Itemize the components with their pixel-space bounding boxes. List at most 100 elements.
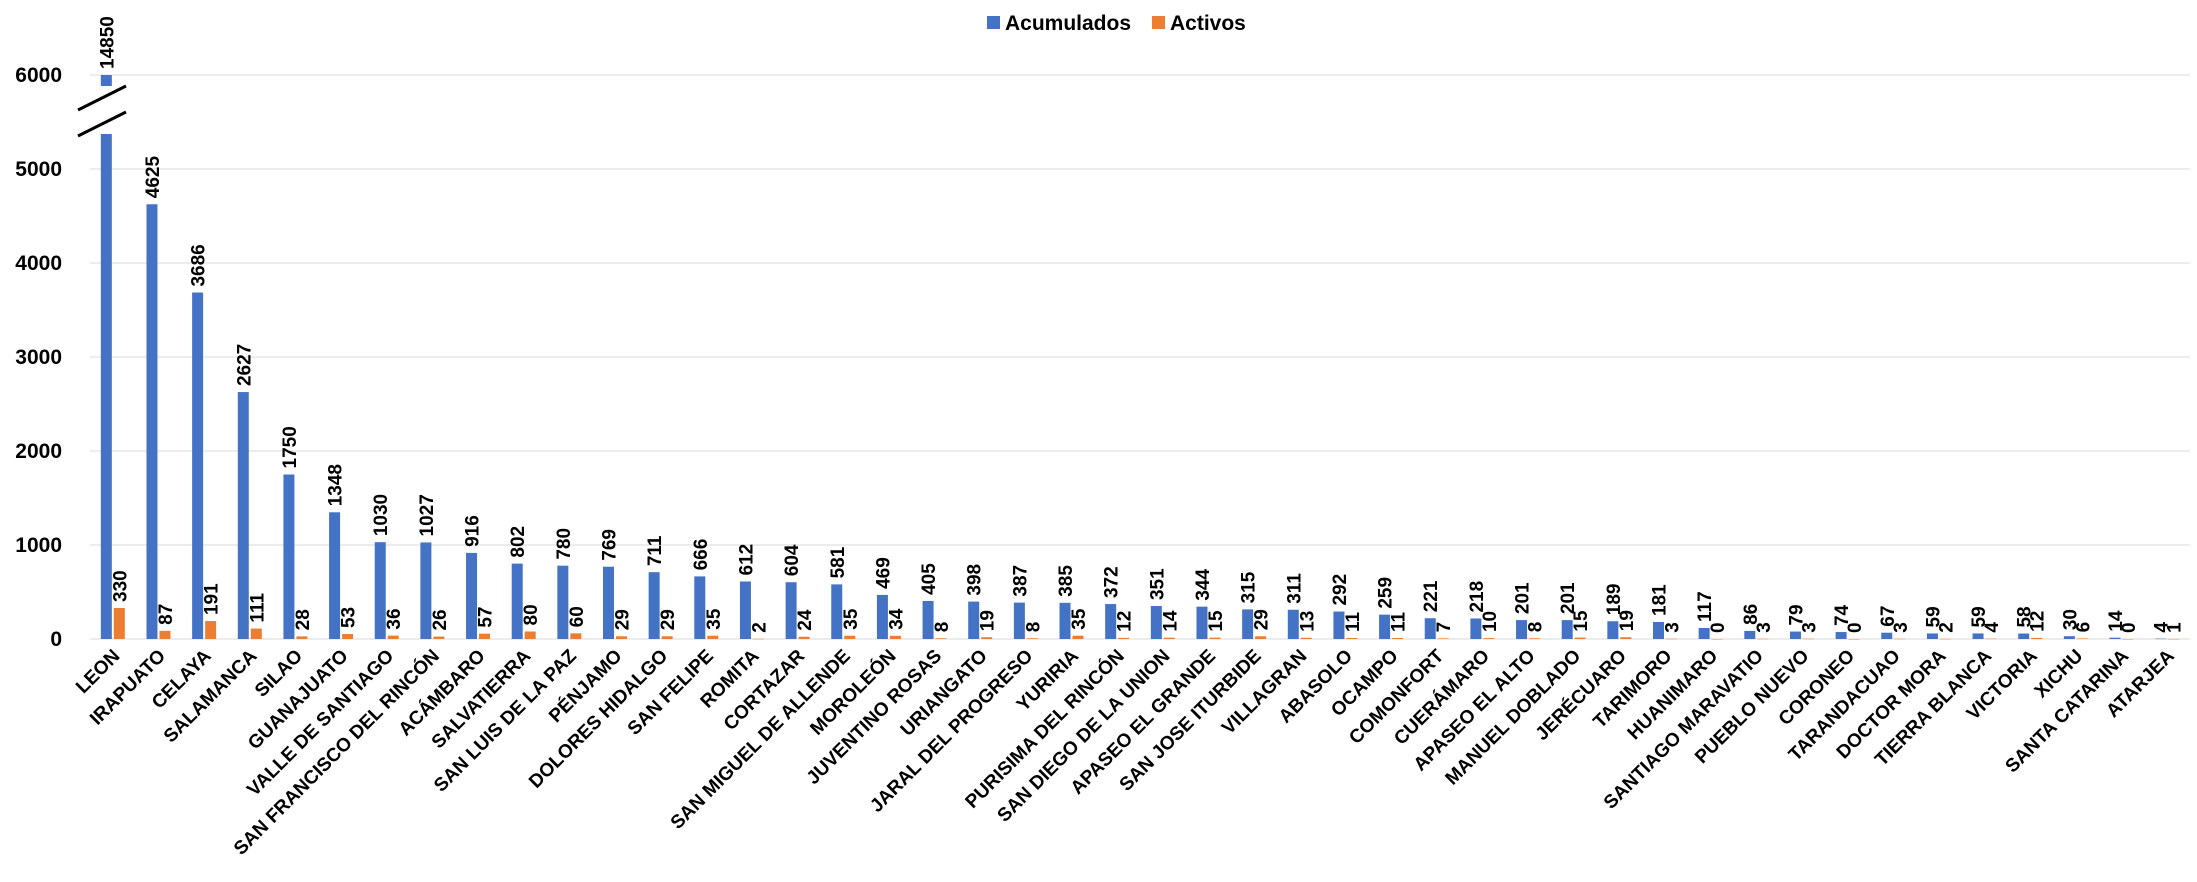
- data-label-acumulados: 604: [782, 544, 803, 576]
- bar-acumulados: [1196, 606, 1208, 639]
- bar-activos: [2031, 637, 2043, 639]
- bar-activos: [479, 633, 491, 639]
- data-label-acumulados: 311: [1284, 573, 1305, 604]
- bar-acumulados: [1150, 606, 1162, 639]
- data-label-activos: 53: [339, 607, 360, 628]
- data-label-acumulados: 259: [1376, 577, 1397, 609]
- data-label-acumulados: 201: [1513, 582, 1534, 614]
- bar-acumulados: [831, 584, 843, 639]
- y-tick-label: 3000: [15, 346, 62, 369]
- bar-activos: [1209, 637, 1221, 639]
- bar-activos: [661, 636, 673, 639]
- data-label-activos: 191: [202, 583, 223, 615]
- data-label-activos: 15: [1571, 610, 1592, 632]
- bar-acumulados: [694, 576, 706, 639]
- data-label-acumulados: 1750: [280, 426, 301, 468]
- data-label-acumulados: 79: [1786, 604, 1807, 625]
- data-label-acumulados: 405: [919, 563, 940, 595]
- data-label-activos: 0: [1845, 622, 1866, 633]
- bar-activos: [1346, 637, 1358, 639]
- data-label-activos: 35: [704, 608, 725, 630]
- data-label-activos: 12: [1115, 611, 1136, 632]
- bar-activos: [844, 635, 856, 639]
- bar-activos: [981, 637, 993, 639]
- axis-break-marker: [77, 84, 128, 138]
- data-label-acumulados: 372: [1102, 566, 1123, 598]
- data-label-activos: 34: [886, 608, 907, 630]
- bar-activos: [1300, 637, 1312, 639]
- y-tick-label: 6000: [15, 64, 62, 87]
- legend-label: Activos: [1170, 12, 1246, 35]
- bar-acumulados: [1379, 614, 1391, 639]
- data-label-acumulados: 30: [2060, 609, 2081, 630]
- data-label-activos: 6: [2073, 622, 2094, 633]
- data-label-acumulados: 4: [2152, 622, 2173, 633]
- data-label-acumulados: 59: [1923, 606, 1944, 627]
- bar-acumulados: [1333, 611, 1345, 639]
- data-label-acumulados: 3686: [189, 244, 210, 286]
- data-label-activos: 4: [1982, 622, 2003, 633]
- data-label-acumulados: 14: [2106, 610, 2127, 632]
- bar-acumulados: [1013, 602, 1025, 639]
- bar-activos: [2168, 638, 2180, 640]
- bar-acumulados: [1105, 604, 1117, 639]
- bar-acumulados: [922, 600, 934, 639]
- bar-activos: [1574, 637, 1586, 639]
- data-label-activos: 87: [156, 604, 177, 625]
- bar-acumulados: [1059, 602, 1071, 639]
- bar-acumulados: [1835, 632, 1847, 639]
- bar-acumulados: [1470, 618, 1482, 639]
- bar-activos: [2122, 639, 2134, 640]
- data-label-acumulados: 398: [965, 564, 986, 596]
- y-tick-label: 1000: [15, 534, 62, 557]
- bar-activos: [1437, 638, 1449, 639]
- data-label-activos: 29: [1252, 609, 1273, 630]
- bar-acumulados: [557, 565, 569, 639]
- data-label-activos: 11: [1343, 611, 1364, 632]
- bar-activos: [1026, 638, 1038, 639]
- data-label-acumulados: 201: [1558, 582, 1579, 614]
- data-label-activos: 3: [1663, 622, 1684, 633]
- bars: [100, 75, 2180, 640]
- bar-activos: [1118, 637, 1130, 639]
- data-label-activos: 19: [978, 610, 999, 631]
- bar-acumulados: [1424, 618, 1436, 639]
- bar-acumulados: [466, 552, 478, 639]
- data-label-acumulados: 189: [1604, 584, 1625, 616]
- data-label-acumulados: 387: [1010, 565, 1031, 597]
- bar-acumulados: [785, 582, 797, 639]
- bar-activos: [935, 638, 947, 639]
- y-tick-label: 0: [50, 628, 62, 651]
- bar-activos: [1711, 639, 1723, 640]
- bar-acumulados: [1698, 628, 1710, 639]
- legend: Acumulados Activos: [987, 12, 1246, 35]
- legend-swatch: [987, 16, 1000, 29]
- data-label-activos: 10: [1480, 611, 1501, 632]
- data-label-acumulados: 581: [828, 546, 849, 578]
- bar-acumulados: [146, 204, 158, 639]
- data-label-acumulados: 14850: [97, 16, 118, 69]
- data-label-acumulados: 181: [1650, 584, 1671, 616]
- data-label-activos: 2: [749, 622, 770, 633]
- bar-activos: [1894, 638, 1906, 640]
- data-label-acumulados: 58: [2015, 606, 2036, 627]
- data-label-acumulados: 67: [1878, 606, 1899, 627]
- bar-acumulados: [968, 601, 980, 639]
- bar-acumulados: [739, 581, 751, 639]
- data-label-activos: 60: [567, 606, 588, 627]
- bar-activos: [616, 636, 627, 639]
- bar-activos: [2076, 638, 2088, 639]
- bar-activos: [707, 635, 719, 639]
- bar-acumulados: [420, 542, 432, 639]
- axis-break-gap: [78, 86, 128, 134]
- data-label-acumulados: 117: [1695, 591, 1716, 622]
- data-label-activos: 0: [2119, 622, 2140, 633]
- data-label-activos: 8: [932, 622, 953, 633]
- data-label-activos: 2: [1936, 622, 1957, 633]
- bar-activos: [1392, 637, 1404, 639]
- data-label-activos: 11: [1389, 611, 1410, 632]
- y-axis: 0 1000 2000 3000 4000 5000 6000: [15, 64, 62, 651]
- data-label-acumulados: 780: [554, 528, 575, 560]
- bar-acumulados: [1881, 632, 1893, 639]
- data-label-acumulados: 612: [736, 544, 757, 576]
